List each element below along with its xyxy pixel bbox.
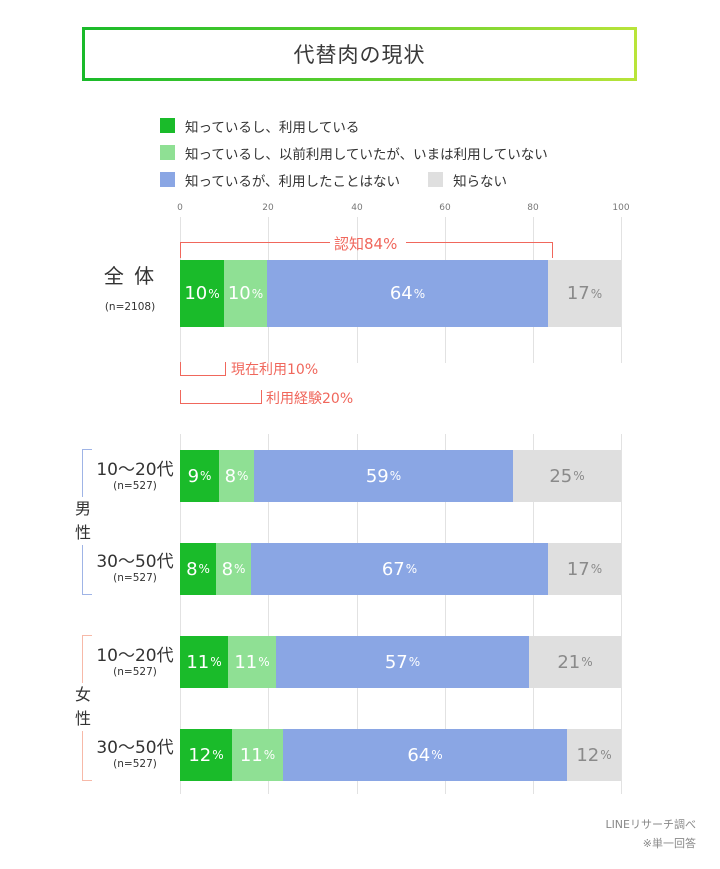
x-tick: 100: [612, 203, 630, 213]
awareness-bracket-right: [406, 242, 553, 258]
awareness-annotation: 認知84%: [334, 235, 398, 253]
bar-segment-never-used: 57%: [276, 636, 529, 688]
bar-segment-unaware: 21%: [529, 636, 621, 688]
current-use-bracket: [180, 362, 226, 376]
legend-item-used-before: 知っているし、以前利用していたが、いまは利用していない: [160, 143, 548, 163]
awareness-bracket-left: [180, 242, 330, 258]
legend-item-never-used: 知っているが、利用したことはない: [160, 170, 400, 190]
gridline: [621, 434, 622, 794]
chart-title: 代替肉の現状: [293, 43, 426, 67]
bar-segment-using: 9%: [180, 450, 219, 502]
legend-label: 知っているし、以前利用していたが、いまは利用していない: [185, 146, 548, 163]
row-label-male-10-20: 10〜20代 (n=527): [96, 460, 174, 492]
bar-segment-unaware: 12%: [567, 729, 621, 781]
row-label-male-30-50: 30〜50代 (n=527): [96, 552, 174, 584]
bar-segment-used-before: 8%: [216, 543, 251, 595]
bar-segment-unaware: 17%: [548, 543, 621, 595]
bar-segment-using: 8%: [180, 543, 216, 595]
x-tick: 0: [177, 203, 183, 213]
x-tick: 40: [351, 203, 363, 213]
bar-segment-unaware: 17%: [548, 260, 621, 327]
gridline: [180, 434, 181, 794]
gridline: [533, 434, 534, 794]
bar-segment-using: 10%: [180, 260, 224, 327]
x-tick: 80: [527, 203, 539, 213]
gridline: [621, 217, 622, 363]
bar-segment-unaware: 25%: [513, 450, 621, 502]
bar-segment-never-used: 64%: [267, 260, 548, 327]
bar-female-10-20: 11% 11% 57% 21%: [180, 636, 621, 688]
x-tick: 60: [439, 203, 451, 213]
legend-label: 知っているが、利用したことはない: [185, 173, 401, 190]
bar-segment-used-before: 11%: [228, 636, 276, 688]
bar-segment-used-before: 8%: [219, 450, 254, 502]
chart-title-box: 代替肉の現状: [82, 27, 637, 81]
bar-segment-used-before: 10%: [224, 260, 267, 327]
x-tick: 20: [262, 203, 274, 213]
bar-male-30-50: 8% 8% 67% 17%: [180, 543, 621, 595]
source-note: LINEリサーチ調べ: [605, 818, 696, 831]
gridline: [357, 434, 358, 794]
bar-segment-used-before: 11%: [232, 729, 283, 781]
legend-label: 知らない: [453, 173, 508, 190]
answer-type-note: ※単一回答: [642, 837, 696, 850]
use-experience-annotation: 利用経験20%: [266, 391, 354, 407]
bar-segment-never-used: 59%: [254, 450, 513, 502]
group-label-male: 男 性: [74, 497, 92, 545]
legend-item-using: 知っているし、利用している: [160, 116, 359, 136]
legend-swatch: [160, 145, 175, 160]
bar-total: 10% 10% 64% 17%: [180, 260, 621, 327]
legend-swatch: [160, 172, 175, 187]
use-experience-bracket: [180, 390, 262, 404]
row-label-total: 全 体 (n=2108): [103, 264, 157, 313]
group-label-female: 女 性: [74, 683, 92, 731]
legend-item-unaware: 知らない: [428, 170, 507, 190]
current-use-annotation: 現在利用10%: [231, 362, 319, 378]
bar-male-10-20: 9% 8% 59% 25%: [180, 450, 621, 502]
row-label-female-10-20: 10〜20代 (n=527): [96, 646, 174, 678]
row-label-female-30-50: 30〜50代 (n=527): [96, 738, 174, 770]
gridline: [445, 434, 446, 794]
bar-segment-using: 11%: [180, 636, 228, 688]
legend-swatch: [428, 172, 444, 187]
legend-swatch: [160, 118, 175, 133]
legend-label: 知っているし、利用している: [185, 119, 360, 136]
bar-segment-using: 12%: [180, 729, 232, 781]
bar-segment-never-used: 64%: [283, 729, 567, 781]
bar-segment-never-used: 67%: [251, 543, 548, 595]
gridline: [268, 434, 269, 794]
bar-female-30-50: 12% 11% 64% 12%: [180, 729, 621, 781]
legend: 知っているし、利用している 知っているし、以前利用していたが、いまは利用していな…: [160, 112, 576, 193]
